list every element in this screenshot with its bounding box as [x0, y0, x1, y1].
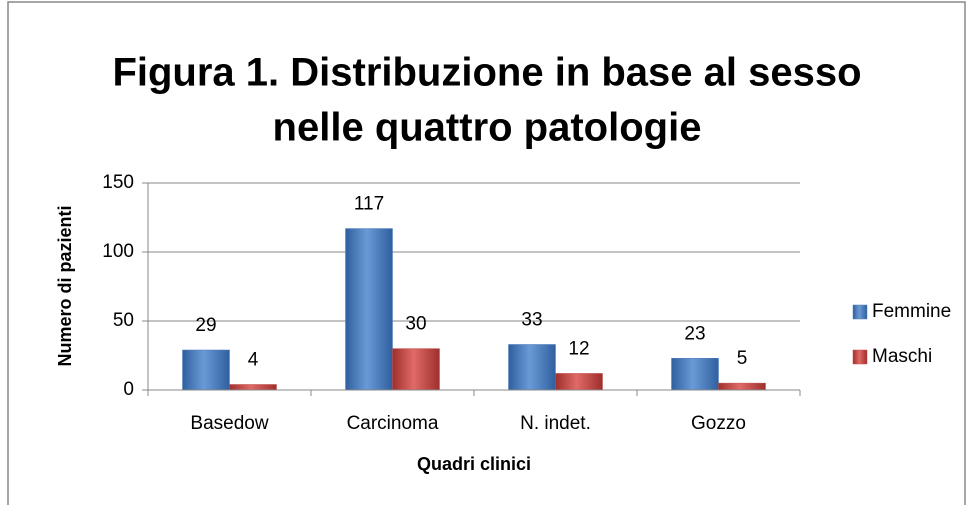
chart-title: Figura 1. Distribuzione in base al sesso	[112, 51, 861, 95]
x-tick-label: Gozzo	[691, 413, 746, 434]
bar	[345, 228, 393, 391]
bar	[508, 344, 556, 391]
value-label: 5	[737, 348, 748, 369]
y-tick-label: 0	[123, 379, 134, 400]
chart-frame	[7, 1, 966, 505]
chart-title: nelle quattro patologie	[273, 106, 702, 150]
legend-label: Maschi	[872, 346, 932, 367]
bar	[392, 348, 440, 391]
bar	[671, 358, 719, 391]
value-label: 23	[684, 323, 705, 344]
value-label: 117	[354, 194, 384, 215]
y-tick-label: 150	[102, 172, 134, 193]
value-label: 33	[521, 309, 542, 330]
bar	[555, 373, 603, 391]
y-tick-label: 50	[113, 310, 134, 331]
bar	[229, 384, 277, 391]
x-axis-label: Quadri clinici	[417, 454, 531, 474]
y-tick-label: 100	[102, 241, 134, 262]
x-tick-label: Carcinoma	[347, 413, 439, 434]
legend-swatch	[852, 304, 868, 320]
legend-label: Femmine	[872, 301, 951, 322]
value-label: 12	[568, 338, 589, 359]
value-label: 29	[195, 315, 216, 336]
y-axis-label: Numero di pazienti	[55, 205, 75, 366]
x-tick-label: N. indet.	[520, 413, 591, 434]
bar	[182, 349, 230, 391]
legend-swatch	[852, 349, 868, 365]
value-label: 4	[248, 349, 259, 370]
x-tick-label: Basedow	[190, 413, 268, 434]
value-label: 30	[405, 314, 426, 335]
bar	[718, 382, 766, 391]
